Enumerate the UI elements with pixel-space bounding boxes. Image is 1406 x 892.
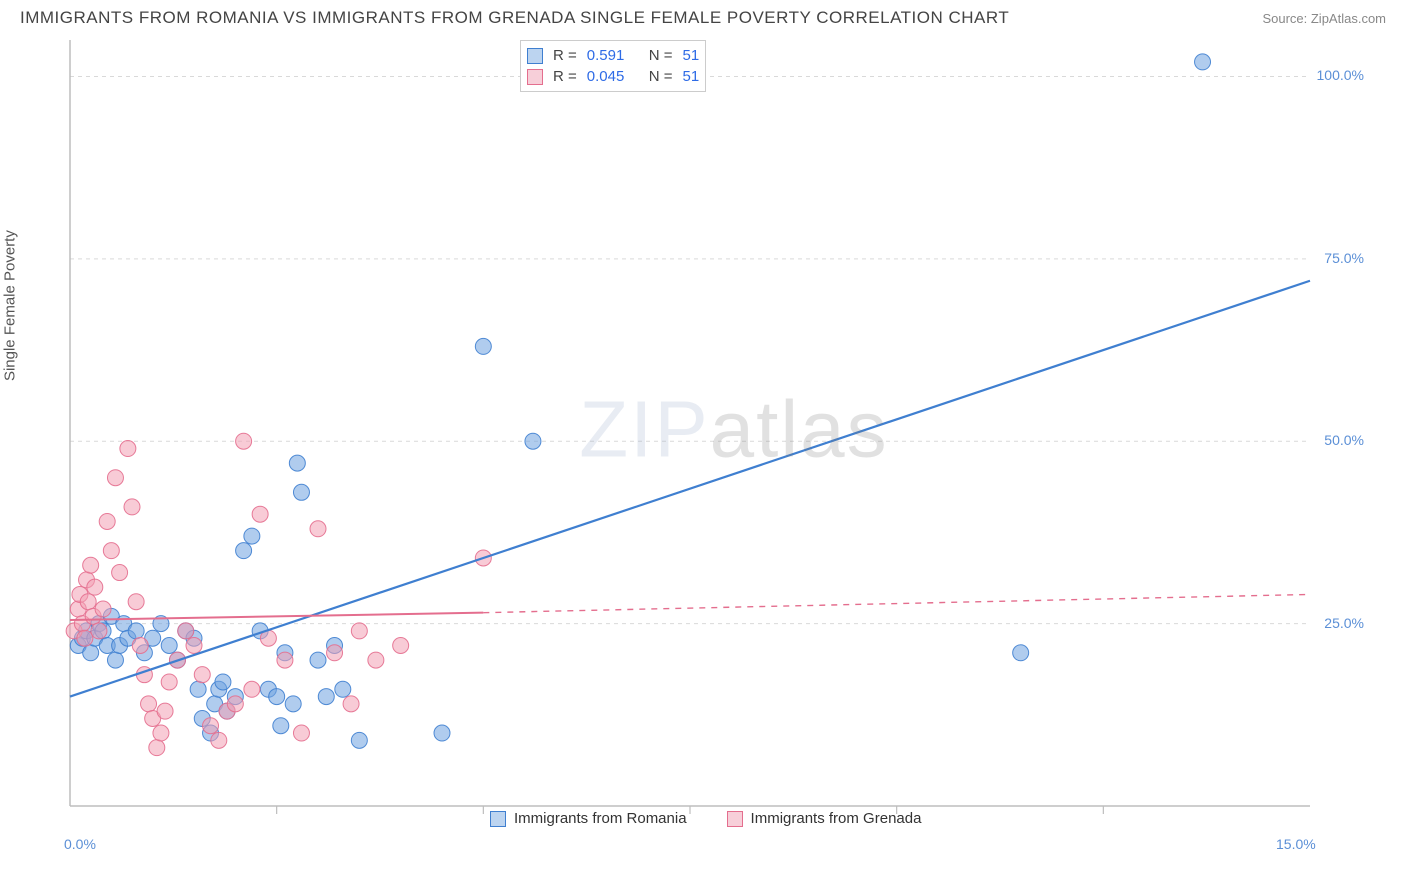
- r-value: 0.045: [587, 66, 639, 87]
- n-value: 51: [683, 66, 700, 87]
- x-tick-labels: 0.0%15.0%: [60, 36, 1370, 826]
- header-row: IMMIGRANTS FROM ROMANIA VS IMMIGRANTS FR…: [0, 0, 1406, 32]
- chart-container: Single Female Poverty ZIPatlas 25.0%50.0…: [20, 36, 1386, 860]
- legend-label: Immigrants from Romania: [514, 810, 687, 827]
- r-value: 0.591: [587, 45, 639, 66]
- legend-item: Immigrants from Grenada: [727, 810, 922, 827]
- correlation-legend: R = 0.591 N = 51 R = 0.045 N = 51: [520, 40, 706, 92]
- series-legend: Immigrants from Romania Immigrants from G…: [490, 810, 921, 827]
- legend-row: R = 0.591 N = 51: [527, 45, 699, 66]
- legend-label: Immigrants from Grenada: [751, 810, 922, 827]
- x-tick-label: 0.0%: [64, 836, 96, 852]
- source-label: Source: ZipAtlas.com: [1262, 11, 1386, 26]
- legend-swatch: [527, 48, 543, 64]
- legend-row: R = 0.045 N = 51: [527, 66, 699, 87]
- legend-swatch: [727, 811, 743, 827]
- r-label: R =: [553, 45, 577, 66]
- legend-swatch: [490, 811, 506, 827]
- legend-swatch: [527, 69, 543, 85]
- n-label: N =: [649, 45, 673, 66]
- n-value: 51: [683, 45, 700, 66]
- r-label: R =: [553, 66, 577, 87]
- n-label: N =: [649, 66, 673, 87]
- chart-title: IMMIGRANTS FROM ROMANIA VS IMMIGRANTS FR…: [20, 8, 1009, 28]
- y-axis-label: Single Female Poverty: [2, 230, 19, 381]
- x-tick-label: 15.0%: [1276, 836, 1316, 852]
- legend-item: Immigrants from Romania: [490, 810, 687, 827]
